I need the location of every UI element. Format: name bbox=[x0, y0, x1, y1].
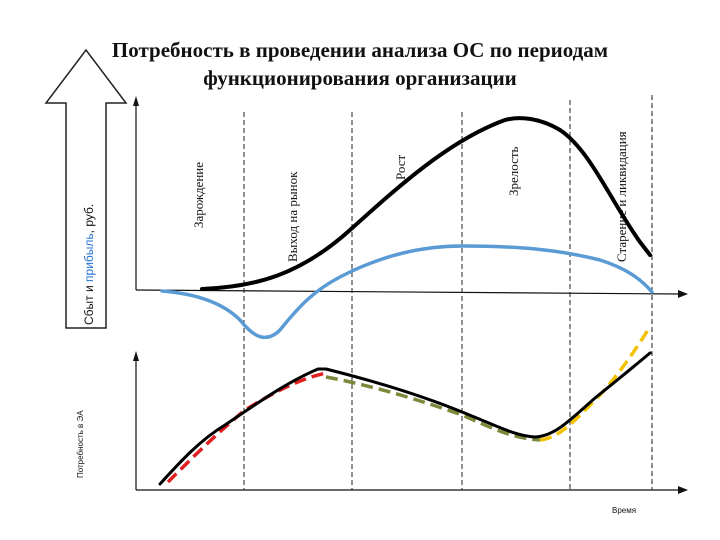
period-label-market-entry: Выход на рынок bbox=[285, 171, 300, 262]
top-y-axis-arrowhead bbox=[133, 96, 139, 106]
top-x-axis bbox=[135, 289, 681, 295]
need-red-dashed bbox=[166, 371, 327, 484]
profit-label-part: прибыль bbox=[82, 233, 96, 282]
profit-curve bbox=[160, 244, 654, 340]
diagram-title: Потребность в проведении анализа ОС по п… bbox=[0, 36, 720, 92]
period-label-maturity: Зрелость bbox=[506, 146, 521, 196]
period-label-growth: Рост bbox=[393, 155, 408, 181]
title-line-2: функционирования организации bbox=[203, 66, 517, 90]
period-label-decline: Старение и ликвидация bbox=[614, 131, 629, 262]
time-axis-label: Время bbox=[612, 506, 636, 515]
bottom-y-axis-arrowhead bbox=[133, 351, 139, 361]
need-axis-label: Потребность в ЭА bbox=[76, 410, 85, 478]
top-x-axis-arrowhead bbox=[678, 290, 688, 298]
up-arrow-shape bbox=[44, 48, 128, 329]
sales-profit-axis-label: Сбыт и прибыль, руб. bbox=[82, 204, 96, 325]
title-line-1: Потребность в проведении анализа ОС по п… bbox=[111, 38, 609, 62]
period-separators bbox=[243, 95, 653, 490]
sales-curve bbox=[200, 116, 652, 291]
currency-label-part: , руб. bbox=[82, 204, 96, 234]
period-label-inception: Зарождение bbox=[191, 162, 206, 228]
need-main-curve bbox=[158, 351, 652, 486]
bottom-x-axis-arrowhead bbox=[678, 486, 688, 494]
need-olive-dashed bbox=[325, 375, 541, 442]
need-yellow-dashed bbox=[539, 329, 650, 442]
sales-label-part: Сбыт и bbox=[82, 282, 96, 325]
